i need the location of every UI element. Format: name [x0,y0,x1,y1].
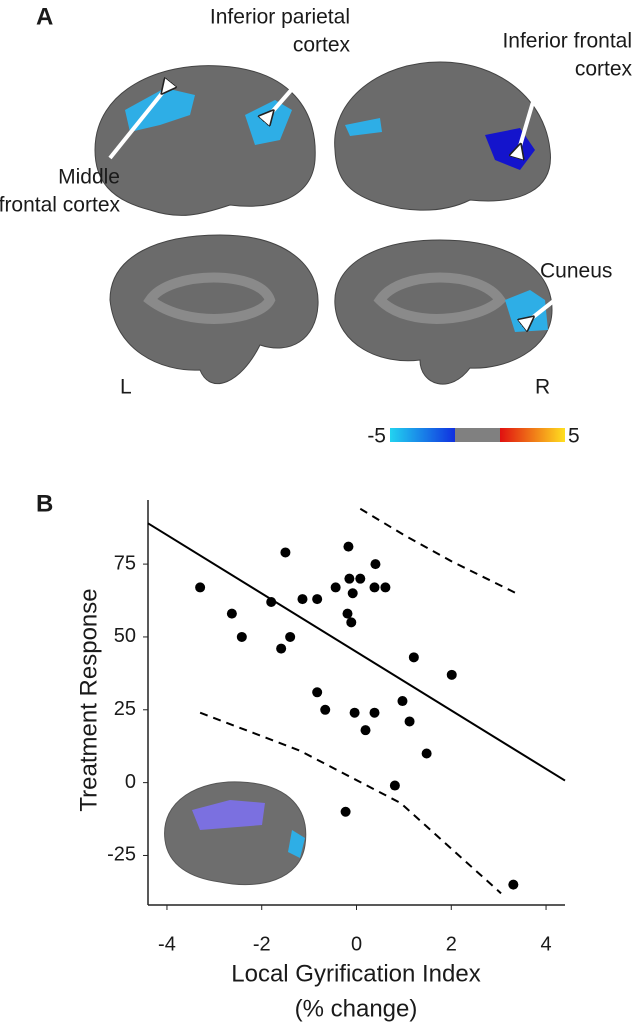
point [297,594,308,605]
brain-images [94,61,553,385]
x-axis-label: (% change) [295,995,418,1022]
annotation: cortex [293,34,351,57]
point [421,748,432,759]
x-tick-label: 2 [446,933,457,955]
point [389,780,400,791]
point [360,725,371,736]
y-tick-label: 75 [114,552,136,574]
x-tick-label: -2 [253,933,271,955]
x-axis-label: Local Gyrification Index [231,960,480,987]
y-tick-label: 50 [114,625,136,647]
point [312,594,323,605]
point [347,588,358,599]
point [380,582,391,593]
hemisphere-label: L [120,376,132,399]
point [195,582,206,593]
colorbar-min: -5 [367,425,386,448]
annotation: Inferior parietal [210,6,350,29]
x-tick-label: 4 [540,933,551,955]
point [508,879,519,890]
arrows [108,80,567,318]
point [349,707,360,718]
point [340,806,351,817]
point [397,696,408,707]
inset-brain [164,781,307,886]
y-tick-label: -25 [107,844,136,866]
point [446,669,457,680]
point [312,687,323,698]
point [369,707,380,718]
confidence-bound [199,711,502,895]
x-tick-label: 0 [351,933,362,955]
point [320,704,331,715]
point [369,582,380,593]
point [280,547,291,558]
fit-line [147,522,566,782]
point [276,643,287,654]
colorbar-max: 5 [568,425,580,448]
annotation: frontal cortex [0,194,120,217]
point [346,617,357,628]
panel-label: A [36,3,53,30]
y-tick-label: 0 [125,771,136,793]
y-tick-label: 25 [114,698,136,720]
x-tick-label: -4 [158,933,176,955]
panel-label: B [36,490,53,517]
point [404,716,415,727]
point [355,573,366,584]
annotation: cortex [575,58,633,81]
hemisphere-label: R [535,376,550,399]
point [330,582,341,593]
confidence-bound [359,507,517,595]
point [285,631,296,642]
point [266,596,277,607]
annotation: Middle [58,166,120,189]
point [236,631,247,642]
point [226,608,237,619]
annotation: Inferior frontal [502,30,632,53]
annotations: Inferior parietal cortex Inferior frontal c… [0,6,632,283]
annotation: Cuneus [540,260,612,283]
point [408,652,419,663]
point [343,541,354,552]
colorbar [390,428,565,442]
point [370,559,381,570]
point [342,608,353,619]
point [344,573,355,584]
y-axis-label: Treatment Response [75,588,102,811]
